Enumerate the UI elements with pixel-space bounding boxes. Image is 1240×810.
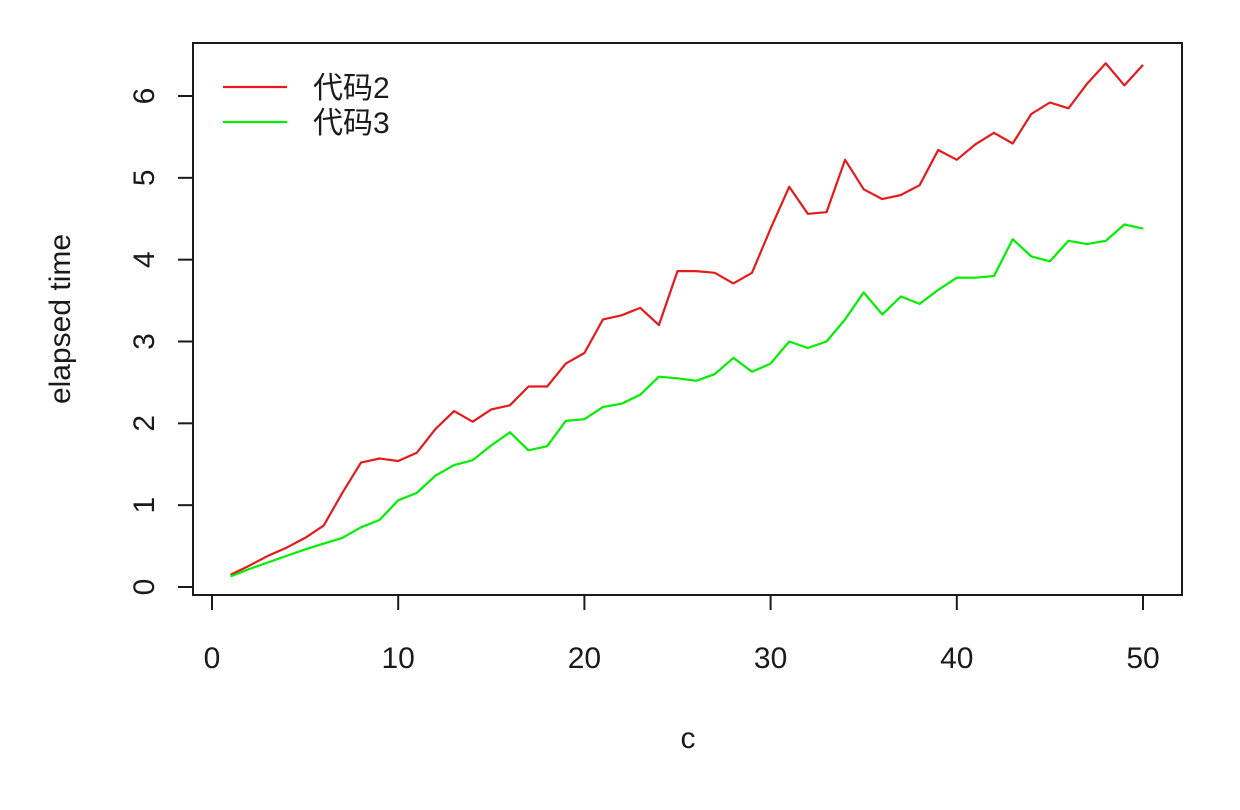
series-layer (230, 62, 1144, 578)
x-tick-label: 40 (940, 642, 973, 675)
y-tick-label: 0 (128, 579, 161, 596)
series-line-2 (230, 223, 1144, 578)
y-tick-label: 5 (128, 169, 161, 186)
legend: 代码2 代码3 (223, 72, 390, 140)
x-axis: 0 10 20 30 40 50 (204, 594, 1160, 675)
series-line-1 (230, 62, 1144, 576)
y-tick-label: 6 (128, 88, 161, 105)
legend-label-series-1: 代码2 (313, 72, 390, 105)
x-axis-title: c (681, 722, 696, 755)
x-tick-label: 50 (1126, 642, 1159, 675)
y-tick-label: 4 (128, 251, 161, 268)
y-tick-label: 1 (128, 497, 161, 514)
x-tick-label: 20 (568, 642, 601, 675)
y-axis: 0 1 2 3 4 5 6 (128, 88, 194, 596)
x-tick-label: 30 (754, 642, 787, 675)
y-axis-title: elapsed time (44, 234, 77, 404)
y-tick-label: 2 (128, 415, 161, 432)
x-tick-label: 0 (204, 642, 221, 675)
legend-label-series-2: 代码3 (313, 107, 390, 140)
x-tick-label: 10 (382, 642, 415, 675)
y-tick-label: 3 (128, 333, 161, 350)
